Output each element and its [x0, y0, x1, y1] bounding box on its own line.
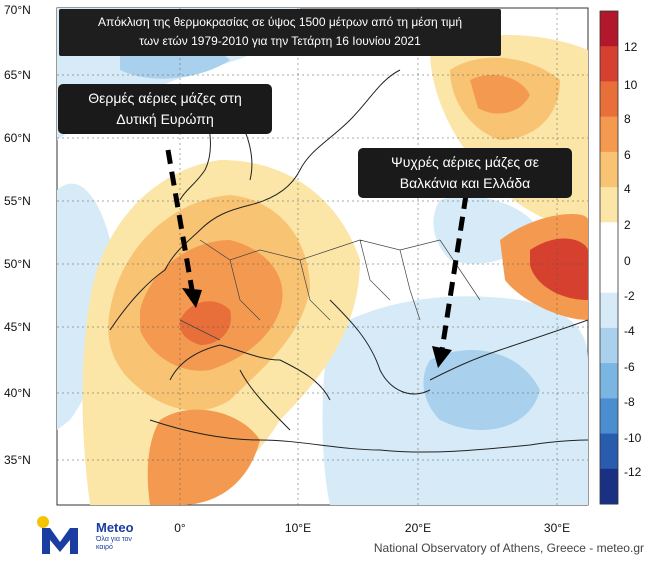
lat-label-70n: 70°N: [4, 3, 31, 17]
cold-anomaly-area-atlantic: [57, 183, 113, 430]
map-title: Απόκλιση της θερμοκρασίας σε ύψος 1500 μ…: [59, 9, 501, 56]
logo-tagline: Όλα για τον καιρό: [96, 536, 132, 551]
map-title-line-2: των ετών 1979-2010 για την Τετάρτη 16 Ιο…: [139, 34, 421, 48]
colorbar-segment: [600, 257, 618, 294]
colorbar-tick: -2: [624, 289, 635, 303]
lat-label-65n: 65°N: [4, 68, 31, 82]
cold-air-annotation: Ψυχρές αέριες μάζες σε Βαλκάνια και Ελλά…: [358, 148, 572, 198]
colorbar-segment: [600, 363, 618, 399]
colorbar-tick: 0: [624, 254, 631, 268]
colorbar-segment: [600, 327, 618, 364]
lat-label-50n: 50°N: [4, 257, 31, 271]
lon-label-0: 0°: [174, 521, 186, 535]
map-title-line-1: Απόκλιση της θερμοκρασίας σε ύψος 1500 μ…: [97, 15, 463, 29]
lat-label-55n: 55°N: [4, 194, 31, 208]
cold-air-annotation-line-1: Ψυχρές αέριες μάζες σε: [391, 154, 539, 170]
meteo-logo: [37, 516, 78, 554]
colorbar-segment: [600, 116, 618, 153]
cold-air-arrow: [432, 194, 469, 368]
logo-sun-icon: [37, 516, 49, 528]
warm-anomaly-peak-northeast: [470, 75, 530, 114]
colorbar-tick: 10: [624, 78, 638, 92]
colorbar-tick: -12: [624, 465, 642, 479]
colorbar-segment: [600, 46, 618, 82]
logo-m-icon: [42, 528, 78, 554]
grid-lines: [57, 8, 588, 505]
warm-air-annotation-line-2: Δυτική Ευρώπη: [116, 111, 214, 127]
logo-name: Meteo: [96, 520, 134, 535]
colorbar-tick: -10: [624, 431, 642, 445]
colorbar-segment: [600, 222, 618, 258]
coastline-europe: [109, 69, 588, 453]
cold-air-annotation-line-2: Βαλκάνια και Ελλάδα: [399, 175, 531, 191]
lat-label-35n: 35°N: [4, 453, 31, 467]
lon-label-20e: 20°E: [404, 521, 432, 535]
warm-anomaly-iberia-south: [147, 409, 260, 505]
colorbar-segment: [600, 81, 618, 118]
warm-anomaly-peak-france: [179, 301, 231, 345]
colorbar-tick: -6: [624, 360, 635, 374]
lon-label-10e: 10°E: [284, 521, 312, 535]
warm-air-arrow: [165, 149, 202, 308]
colorbar: [599, 10, 619, 505]
colorbar-segment: [600, 187, 618, 223]
lat-label-40n: 40°N: [4, 386, 31, 400]
warm-anomaly-peak-east: [530, 238, 588, 300]
lat-label-60n: 60°N: [4, 131, 31, 145]
colorbar-tick: 2: [624, 218, 631, 232]
colorbar-segment: [600, 151, 618, 188]
cold-core-aegean: [423, 350, 540, 430]
warm-air-annotation: Θερμές αέριες μάζες στη Δυτική Ευρώπη: [58, 84, 272, 134]
credit-text: National Observatory of Athens, Greece -…: [373, 541, 644, 555]
colorbar-segment: [600, 11, 618, 47]
lon-label-30e: 30°E: [543, 521, 571, 535]
colorbar-tick: 4: [624, 182, 631, 196]
colorbar-segment: [600, 292, 618, 329]
colorbar-segment: [600, 398, 618, 435]
colorbar-segment: [600, 468, 618, 505]
country-borders: [179, 239, 481, 341]
colorbar-border: [599, 10, 619, 505]
colorbar-tick: 12: [624, 40, 638, 54]
colorbar-tick: 6: [624, 148, 631, 162]
colorbar-tick: 8: [624, 112, 631, 126]
warm-air-annotation-line-1: Θερμές αέριες μάζες στη: [88, 90, 242, 106]
colorbar-tick: -4: [624, 324, 635, 338]
colorbar-segment: [600, 433, 618, 470]
colorbar-tick: -8: [624, 395, 635, 409]
lat-label-45n: 45°N: [4, 320, 31, 334]
